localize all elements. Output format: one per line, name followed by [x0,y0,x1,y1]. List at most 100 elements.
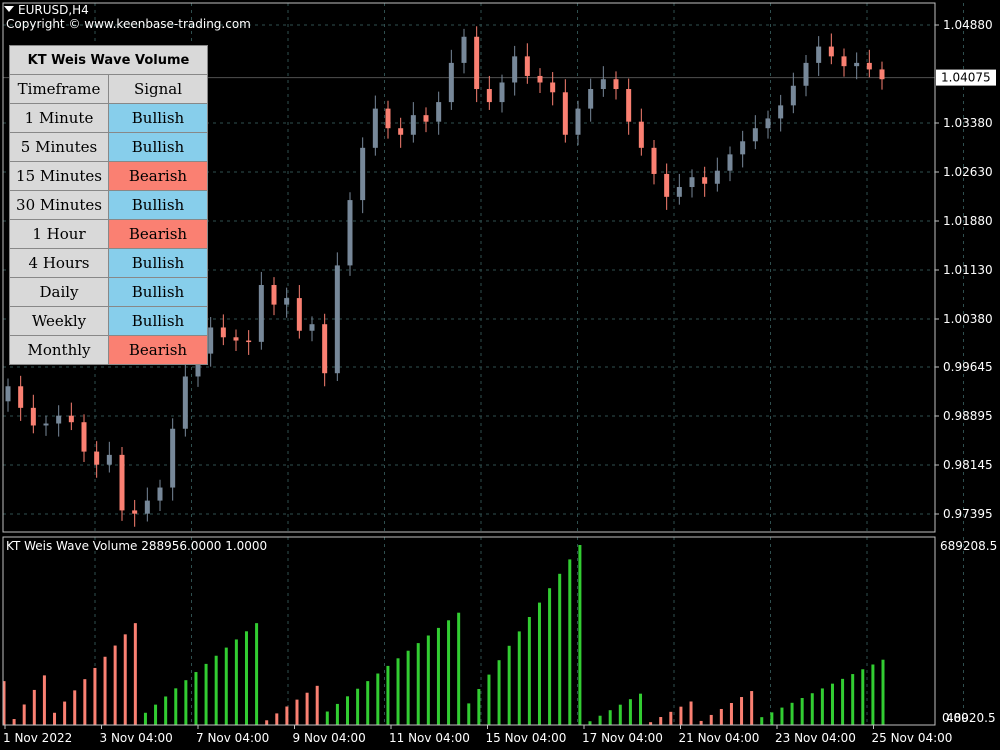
candle-body [271,285,277,305]
volume-bar [760,717,764,725]
candle-body [233,337,239,341]
volume-bar [477,689,481,725]
time-tick-label: 11 Nov 04:00 [389,731,470,745]
volume-bar [568,559,572,725]
time-tick-label: 23 Nov 04:00 [775,731,856,745]
timeframe-cell: Monthly [9,335,109,365]
volume-bar [376,673,380,725]
dropdown-triangle-icon[interactable] [4,6,14,12]
candle-body [284,298,290,305]
signal-cell: Bullish [108,190,208,220]
candle-body [81,422,87,452]
candle-body [613,79,619,90]
panel-row: Monthly Bearish [9,335,208,365]
signal-panel: KT Weis Wave Volume Timeframe Signal 1 M… [9,45,208,365]
volume-bar [628,699,632,725]
volume-bar [154,704,158,725]
candle-body [372,108,378,148]
time-tick-label: 25 Nov 04:00 [872,731,953,745]
volume-bar [810,693,814,725]
signal-cell: Bullish [108,248,208,278]
candle-body [790,85,796,106]
volume-bar [740,697,744,725]
signal-cell: Bullish [108,103,208,133]
candle-body [486,89,492,103]
panel-row: 30 Minutes Bullish [9,190,208,220]
candle-body [499,82,505,103]
candle-body [575,108,581,135]
volume-bar [133,623,137,725]
volume-bar [113,645,117,725]
candle-body [778,105,784,119]
volume-bar [426,635,430,725]
candle-body [828,46,834,57]
volume-bar [709,714,713,725]
volume-bar [204,663,208,725]
volume-bar [2,681,6,725]
candle-body [334,265,340,374]
timeframe-cell: Daily [9,277,109,307]
volume-bar [750,691,754,725]
volume-bar [194,672,198,725]
signal-cell: Bullish [108,132,208,162]
timeframe-cell: 1 Minute [9,103,109,133]
candle-body [550,82,556,93]
volume-bar [73,690,77,725]
volume-bar [608,710,612,725]
volume-bar [244,631,248,725]
indicator-frame [2,536,936,726]
candle-body [436,102,442,122]
candle-body [448,62,454,103]
volume-bar [487,674,491,725]
price-tick-label: 0.98145 [943,458,993,472]
candle-body [157,487,163,501]
symbol-title[interactable]: EURUSD,H4 [4,3,89,18]
volume-bar [22,704,26,725]
volume-bar [436,627,440,725]
candle-body [5,386,11,402]
time-tick-label: 15 Nov 04:00 [486,731,567,745]
candle-body [765,118,771,129]
indicator-label: KT Weis Wave Volume 288956.0000 1.0000 [6,539,268,553]
candle-body [841,56,847,67]
volume-bar [517,631,521,725]
volume-bar [12,719,16,725]
volume-bar [447,620,451,725]
symbol-title-text: EURUSD,H4 [18,3,89,17]
candle-body [461,36,467,63]
volume-bar [457,612,461,725]
candle-body [474,36,480,90]
volume-bar [770,712,774,725]
candle-body [600,79,606,90]
volume-bar [669,711,673,725]
candle-body [208,327,214,354]
candle-body [106,454,112,465]
volume-bar [174,688,178,725]
volume-bar [830,683,834,725]
candle-body [360,147,366,201]
panel-row: Weekly Bullish [9,306,208,336]
time-tick-label: 17 Nov 04:00 [582,731,663,745]
volume-bar [719,708,723,725]
candle-body [676,187,682,197]
volume-bar [335,703,339,725]
volume-bar [729,702,733,725]
volume-bar [366,681,370,725]
indicator-overlap-label: 48920.5 [946,711,996,725]
candle-body [258,285,264,342]
column-header-timeframe: Timeframe [9,74,109,104]
volume-bar [507,645,511,725]
volume-bar [639,693,643,725]
candlestick-series [5,26,885,527]
volume-bar [396,658,400,725]
signal-cell: Bearish [108,161,208,191]
panel-row: 5 Minutes Bullish [9,132,208,162]
volume-bar [861,669,865,725]
timeframe-cell: 1 Hour [9,219,109,249]
time-tick-label: 9 Nov 04:00 [293,731,366,745]
candle-body [385,108,391,129]
volume-bar [851,674,855,725]
volume-bar [325,711,329,725]
